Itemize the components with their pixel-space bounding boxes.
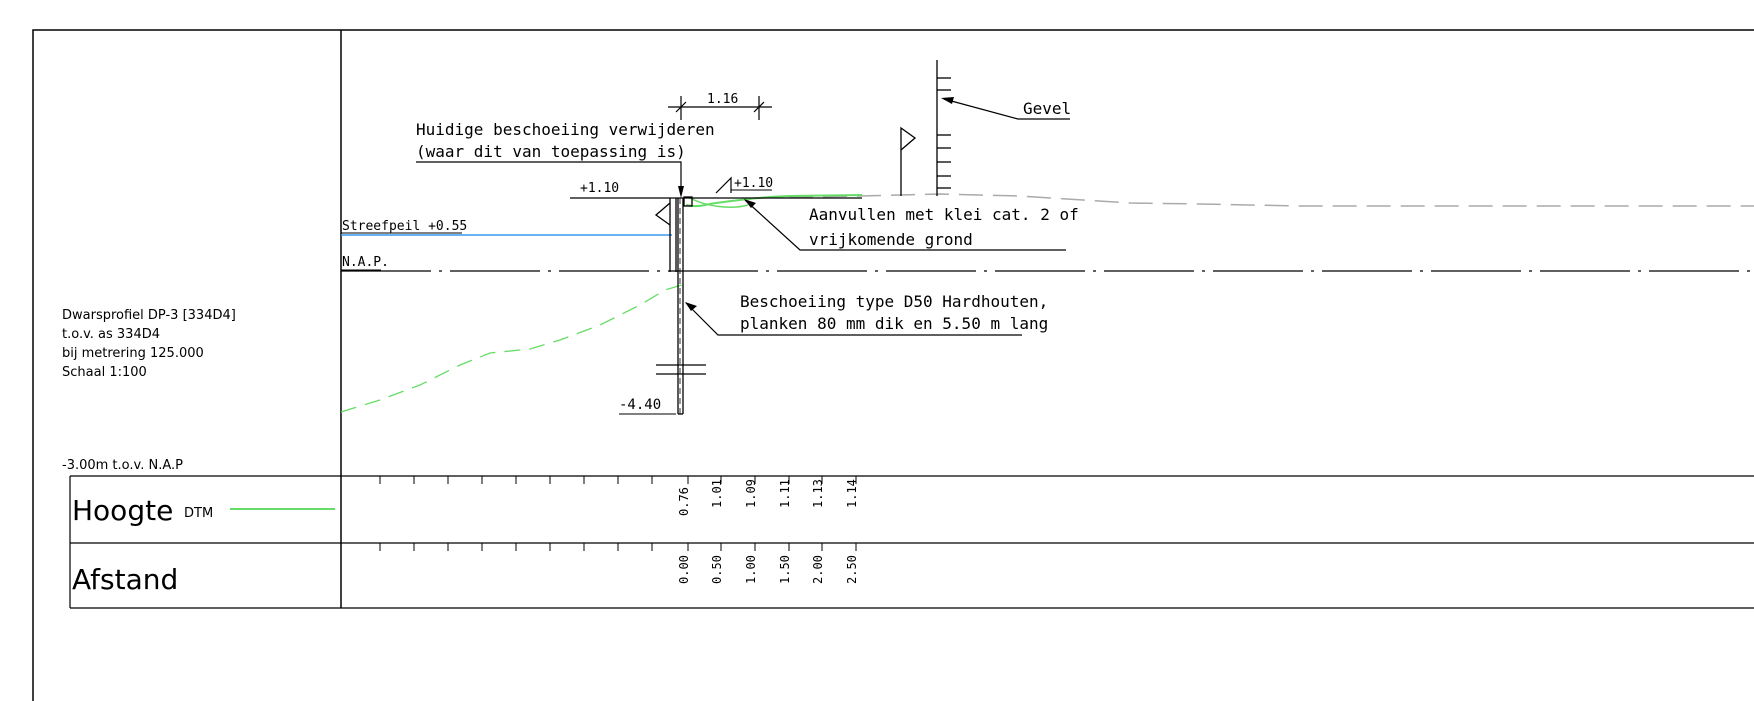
distance-row-label: Afstand bbox=[72, 563, 178, 596]
distance-value: 2.00 bbox=[811, 555, 825, 584]
dtm-land-line-lower bbox=[689, 197, 749, 208]
existing-terrain-line bbox=[754, 193, 1754, 207]
distance-value: 2.50 bbox=[845, 555, 859, 584]
height-value: 1.11 bbox=[778, 479, 792, 508]
fill-arrowhead bbox=[744, 199, 756, 208]
sheet-leader bbox=[685, 302, 1022, 336]
height-value: 1.09 bbox=[744, 479, 758, 508]
height-value: 0.76 bbox=[677, 487, 691, 516]
dimension-width-label: 1.16 bbox=[707, 92, 738, 107]
sheet-arrowhead bbox=[685, 302, 697, 311]
height-ticks bbox=[379, 476, 653, 484]
dimension-width bbox=[668, 96, 772, 120]
distance-values: 0.00 0.50 1.00 1.50 2.00 2.50 bbox=[677, 543, 859, 584]
scale: Schaal 1:100 bbox=[62, 365, 147, 380]
sheet-frame bbox=[32, 29, 1754, 701]
sheet-note-line1: Beschoeiing type D50 Hardhouten, bbox=[740, 292, 1048, 311]
bottom-level-label: -4.40 bbox=[619, 397, 661, 413]
removal-arrowhead bbox=[678, 186, 684, 198]
height-row-label: Hoogte bbox=[72, 494, 173, 527]
removal-note-line1: Huidige beschoeiing verwijderen bbox=[416, 120, 715, 139]
target-level-label: Streefpeil +0.55 bbox=[342, 219, 467, 234]
top-level-left-label: +1.10 bbox=[580, 181, 619, 196]
facade-arrowhead bbox=[941, 97, 954, 104]
legend-table bbox=[69, 475, 1754, 609]
datum-level: -3.00m t.o.v. N.A.P bbox=[62, 458, 183, 473]
nap-label: N.A.P. bbox=[342, 255, 389, 270]
pile-triangle-marker bbox=[654, 202, 671, 226]
dtm-land-line bbox=[685, 194, 863, 208]
height-value: 1.13 bbox=[811, 479, 825, 508]
chainage: bij metrering 125.000 bbox=[62, 346, 204, 361]
height-row-sub: DTM bbox=[184, 506, 213, 521]
reference-axis: t.o.v. as 334D4 bbox=[62, 327, 160, 342]
distance-value: 0.00 bbox=[677, 555, 691, 584]
distance-ticks bbox=[379, 543, 653, 551]
profile-name: Dwarsprofiel DP-3 [334D4] bbox=[62, 308, 236, 323]
height-value: 1.01 bbox=[710, 479, 724, 508]
flag-icon bbox=[900, 126, 917, 196]
distance-value: 1.00 bbox=[744, 555, 758, 584]
sheet-pile bbox=[656, 196, 706, 415]
height-values: 0.76 1.01 1.09 1.11 1.13 1.14 bbox=[677, 476, 859, 516]
fill-note-line2: vrijkomende grond bbox=[809, 230, 973, 249]
removal-leader bbox=[416, 161, 682, 194]
height-value: 1.14 bbox=[845, 479, 859, 508]
distance-value: 1.50 bbox=[778, 555, 792, 584]
dtm-underwater-line bbox=[340, 282, 689, 413]
fill-leader bbox=[744, 199, 1066, 251]
distance-value: 0.50 bbox=[710, 555, 724, 584]
top-level-right-label: +1.10 bbox=[734, 176, 773, 191]
fill-note-line1: Aanvullen met klei cat. 2 of bbox=[809, 205, 1079, 224]
removal-note-line2: (waar dit van toepassing is) bbox=[416, 142, 686, 161]
sheet-note-line2: planken 80 mm dik en 5.50 m lang bbox=[740, 314, 1048, 333]
facade-leader bbox=[943, 98, 1070, 120]
top-level-right-symbol bbox=[715, 176, 732, 194]
facade bbox=[936, 60, 951, 196]
facade-label: Gevel bbox=[1023, 99, 1071, 118]
